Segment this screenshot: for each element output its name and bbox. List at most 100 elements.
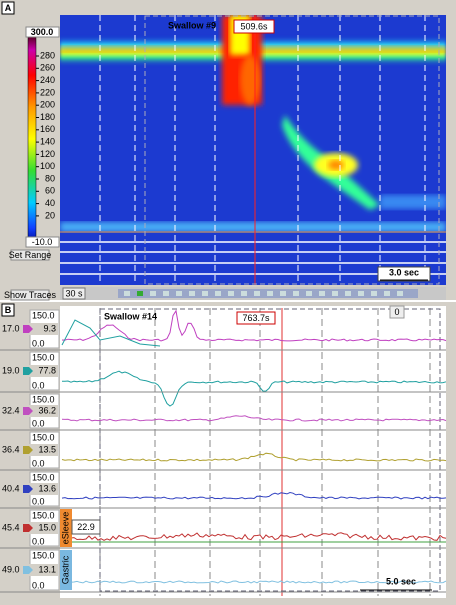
nav-thumb[interactable] bbox=[397, 291, 403, 296]
channel-arrow[interactable] bbox=[23, 407, 33, 415]
trace bbox=[61, 532, 447, 541]
colorbar-tick-label: 60 bbox=[45, 186, 55, 196]
colorbar-min: -10.0 bbox=[32, 237, 53, 247]
button[interactable] bbox=[10, 249, 50, 261]
marker-box bbox=[389, 305, 405, 319]
channel-arrow[interactable] bbox=[23, 367, 33, 375]
trace bbox=[61, 491, 447, 500]
time-label: 763.7s bbox=[242, 313, 270, 323]
position-label: 36.4 bbox=[2, 444, 20, 454]
label-box bbox=[1, 303, 15, 317]
trace-area bbox=[60, 306, 446, 598]
colorbar-tick-label: 140 bbox=[40, 136, 55, 146]
nav-thumb[interactable] bbox=[293, 291, 299, 296]
colorbar-tick-label: 220 bbox=[40, 87, 55, 97]
scale-label: 3.0 sec bbox=[389, 267, 419, 277]
scale-max: 150.0 bbox=[32, 472, 55, 482]
scale-max: 150.0 bbox=[32, 394, 55, 404]
colorbar-tick-label: 160 bbox=[40, 124, 55, 134]
nav-thumb[interactable] bbox=[254, 291, 260, 296]
marker-label: 0 bbox=[394, 307, 399, 317]
colorbar-tick-label: 100 bbox=[40, 161, 55, 171]
scale-max: 150.0 bbox=[32, 432, 55, 442]
scale-min: 0.0 bbox=[32, 580, 45, 590]
trace bbox=[61, 580, 447, 584]
scale-max: 150.0 bbox=[32, 510, 55, 520]
colorbar-tick-label: 260 bbox=[40, 63, 55, 73]
label-box bbox=[1, 1, 15, 15]
scale-min: 0.0 bbox=[32, 458, 45, 468]
nav-thumb[interactable] bbox=[228, 291, 234, 296]
gastric-label[interactable]: Gastric bbox=[60, 555, 70, 584]
channel-arrow[interactable] bbox=[23, 524, 33, 532]
scale-label: 5.0 sec bbox=[386, 576, 416, 586]
button-label[interactable]: Show Traces bbox=[4, 290, 57, 300]
nav-thumb[interactable] bbox=[371, 291, 377, 296]
nav-thumb[interactable] bbox=[332, 291, 338, 296]
value-label: 13.6 bbox=[38, 483, 56, 493]
position-label: 32.4 bbox=[2, 405, 20, 415]
scale-min: 0.0 bbox=[32, 536, 45, 546]
nav-thumb[interactable] bbox=[319, 291, 325, 296]
nav-thumb[interactable] bbox=[306, 291, 312, 296]
trace bbox=[61, 452, 447, 462]
scale-min: 0.0 bbox=[32, 496, 45, 506]
time-label: 509.6s bbox=[240, 21, 268, 31]
value-label: 77.8 bbox=[38, 365, 56, 375]
nav-thumb[interactable] bbox=[150, 291, 156, 296]
channel-arrow[interactable] bbox=[23, 325, 33, 333]
nav-thumb[interactable] bbox=[189, 291, 195, 296]
value-label: 15.0 bbox=[38, 522, 56, 532]
colorbar-tick-label: 280 bbox=[40, 50, 55, 60]
nav-thumb[interactable] bbox=[358, 291, 364, 296]
button[interactable] bbox=[10, 289, 50, 301]
zoom-label[interactable]: 30 s bbox=[65, 288, 83, 298]
trace bbox=[61, 319, 161, 347]
nav-thumb[interactable] bbox=[280, 291, 286, 296]
scale-min: 0.0 bbox=[32, 418, 45, 428]
scale-max: 150.0 bbox=[32, 550, 55, 560]
position-label: 49.0 bbox=[2, 564, 20, 574]
colorbar-tick-label: 40 bbox=[45, 198, 55, 208]
channel-arrow[interactable] bbox=[23, 566, 33, 574]
nav-thumb[interactable] bbox=[202, 291, 208, 296]
nav-thumb[interactable] bbox=[241, 291, 247, 296]
position-label: 19.0 bbox=[2, 365, 20, 375]
zoom-button[interactable] bbox=[62, 287, 86, 300]
traces bbox=[61, 308, 447, 596]
esleeve-tab[interactable] bbox=[60, 509, 72, 547]
value-label: 13.5 bbox=[38, 444, 56, 454]
nav-thumb[interactable] bbox=[124, 291, 130, 296]
value-label: 36.2 bbox=[38, 405, 56, 415]
colorbar-tick-label: 200 bbox=[40, 100, 55, 110]
colorbar-tick-label: 240 bbox=[40, 75, 55, 85]
esleeve-value: 22.9 bbox=[77, 522, 95, 532]
panel-label: A bbox=[5, 3, 12, 13]
gastric-tab[interactable] bbox=[60, 550, 72, 590]
nav-thumb[interactable] bbox=[384, 291, 390, 296]
nav-thumb[interactable] bbox=[137, 291, 143, 296]
esleeve-label[interactable]: eSleeve bbox=[60, 512, 70, 545]
button-label[interactable]: Set Range bbox=[9, 250, 52, 260]
colorbar bbox=[27, 32, 37, 246]
scale-max: 150.0 bbox=[32, 352, 55, 362]
colorbar-tick-label: 80 bbox=[45, 173, 55, 183]
value-label: 9.3 bbox=[43, 323, 56, 333]
swallow-label: Swallow #14 bbox=[104, 311, 157, 321]
colorbar-tick-label: 180 bbox=[40, 112, 55, 122]
trace bbox=[61, 415, 447, 422]
channel-arrow[interactable] bbox=[23, 446, 33, 454]
nav-thumb[interactable] bbox=[215, 291, 221, 296]
nav-thumb[interactable] bbox=[163, 291, 169, 296]
trace bbox=[61, 309, 447, 342]
scale-min: 0.0 bbox=[32, 380, 45, 390]
nav-thumb[interactable] bbox=[176, 291, 182, 296]
channel-arrow[interactable] bbox=[23, 485, 33, 493]
position-label: 45.4 bbox=[2, 522, 20, 532]
esleeve-value-box bbox=[71, 519, 101, 535]
nav-thumb[interactable] bbox=[345, 291, 351, 296]
position-label: 17.0 bbox=[2, 323, 20, 333]
nav-thumb[interactable] bbox=[267, 291, 273, 296]
time-box bbox=[236, 311, 276, 325]
